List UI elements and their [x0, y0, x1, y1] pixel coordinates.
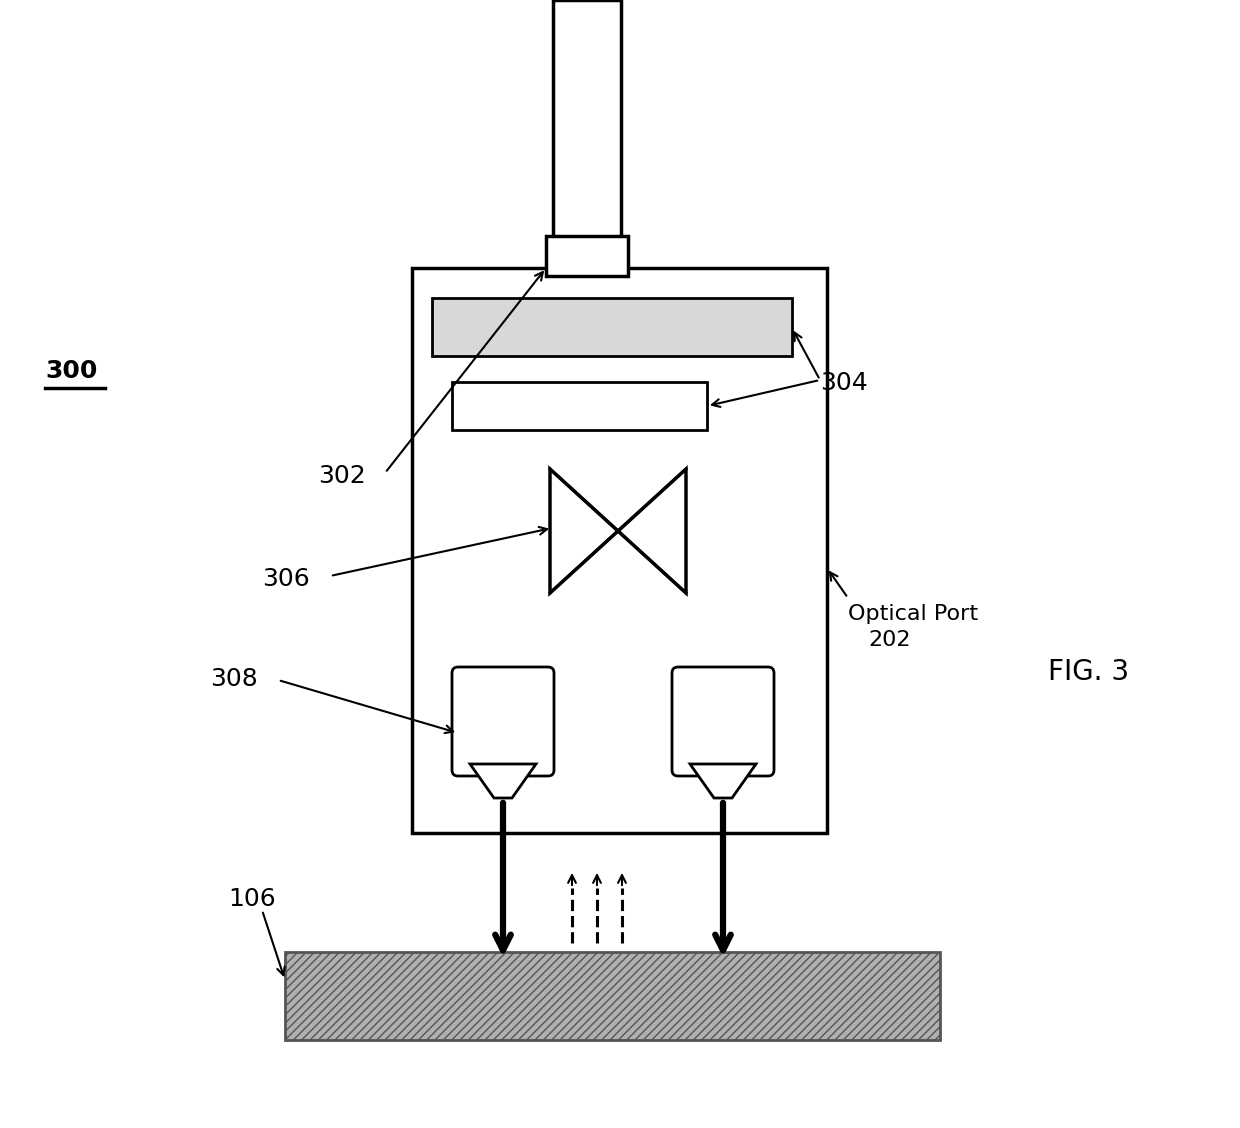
Text: 302: 302 [317, 464, 366, 488]
Text: 202: 202 [868, 631, 910, 650]
Bar [285, 952, 940, 1040]
Bar [412, 268, 827, 832]
Polygon shape [551, 469, 618, 593]
Text: 106: 106 [228, 887, 275, 911]
Text: FIG. 3: FIG. 3 [1048, 658, 1130, 686]
Polygon shape [470, 764, 536, 797]
Polygon shape [689, 764, 756, 797]
Bar [546, 236, 627, 276]
FancyBboxPatch shape [672, 667, 774, 776]
Text: 308: 308 [210, 667, 258, 691]
Polygon shape [618, 469, 686, 593]
Text: 300: 300 [45, 359, 98, 384]
Text: Optical Port: Optical Port [848, 603, 978, 624]
Text: 306: 306 [262, 567, 310, 591]
Bar [453, 382, 707, 430]
FancyBboxPatch shape [453, 667, 554, 776]
Bar [553, 0, 621, 240]
Bar [432, 298, 792, 356]
Text: 304: 304 [820, 371, 868, 395]
